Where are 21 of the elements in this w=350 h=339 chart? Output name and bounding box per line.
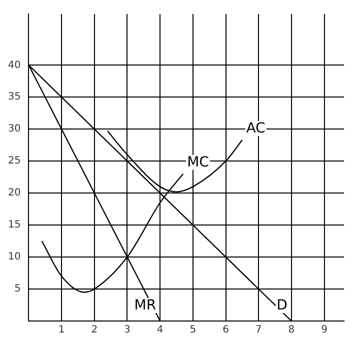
series-label: MC: [187, 154, 210, 171]
x-tick-label: 3: [124, 324, 130, 336]
y-tick-label: 35: [8, 92, 21, 103]
x-tick-label: 6: [222, 324, 229, 336]
series-label: D: [276, 298, 288, 314]
y-tick-label: 10: [8, 252, 21, 263]
x-tick-label: 1: [58, 324, 65, 336]
x-tick-label: 5: [190, 324, 196, 336]
x-tick-label: 9: [321, 324, 328, 336]
y-tick-label: 40: [8, 60, 21, 71]
y-tick-label: 15: [8, 220, 21, 231]
x-tick-label: 7: [255, 324, 262, 336]
series-label: AC: [246, 120, 266, 137]
y-tick-label: 25: [8, 156, 21, 167]
x-tick-label: 4: [156, 324, 164, 336]
series-label: MR: [134, 298, 156, 314]
y-tick-label: 20: [8, 188, 21, 199]
y-tick-label: 30: [8, 124, 21, 135]
x-tick-label: 2: [91, 324, 98, 336]
y-tick-label: 5: [14, 284, 21, 295]
x-tick-label: 8: [288, 324, 295, 336]
